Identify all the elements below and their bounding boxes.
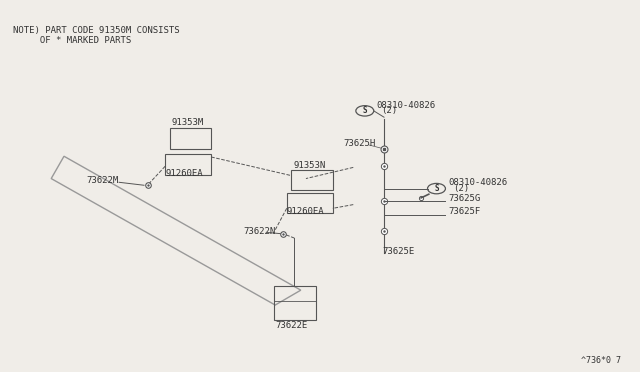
Text: 73625H: 73625H	[343, 139, 375, 148]
Text: 08310-40826: 08310-40826	[448, 178, 507, 187]
Text: 91260EA: 91260EA	[287, 207, 324, 216]
Text: 73625G: 73625G	[448, 194, 480, 203]
Text: (2): (2)	[453, 184, 469, 193]
Text: 73622M: 73622M	[86, 176, 118, 185]
Text: NOTE) PART CODE 91350M CONSISTS
     OF * MARKED PARTS: NOTE) PART CODE 91350M CONSISTS OF * MAR…	[13, 26, 179, 45]
Text: (2): (2)	[381, 106, 397, 115]
Text: 08310-40826: 08310-40826	[376, 100, 435, 109]
Text: ^736*0 7: ^736*0 7	[581, 356, 621, 365]
Text: 73625E: 73625E	[383, 247, 415, 256]
Text: 73625F: 73625F	[448, 207, 480, 216]
Text: S: S	[362, 106, 367, 115]
Text: S: S	[434, 184, 439, 193]
Text: 91260EA: 91260EA	[165, 169, 203, 178]
Text: 91353N: 91353N	[293, 161, 325, 170]
Text: 73622N: 73622N	[243, 227, 275, 236]
Text: 91353M: 91353M	[172, 118, 204, 126]
Text: 73622E: 73622E	[275, 321, 307, 330]
